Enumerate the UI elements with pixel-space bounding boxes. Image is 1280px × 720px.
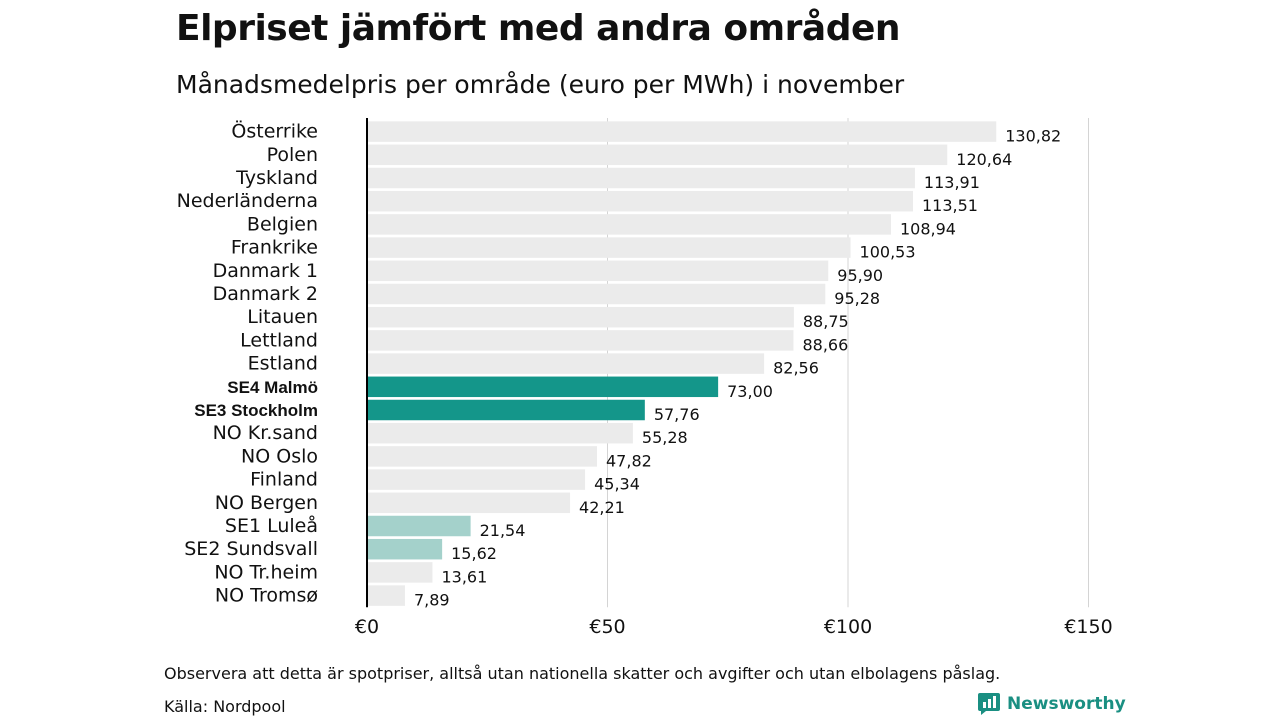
value-label: 95,28 <box>834 289 880 308</box>
bar <box>367 399 645 421</box>
category-label: SE1 Luleå <box>225 514 318 537</box>
newsworthy-logo-icon <box>978 693 1000 715</box>
category-label: SE3 Stockholm <box>194 401 318 420</box>
value-label: 113,51 <box>922 196 978 215</box>
bar <box>367 237 851 258</box>
bar <box>367 585 405 606</box>
brand-name: Newsworthy <box>1007 694 1126 714</box>
category-label: Polen <box>267 144 318 166</box>
x-tick-label: €50 <box>589 616 625 638</box>
category-label: NO Tr.heim <box>214 561 318 583</box>
category-label: Nederländerna <box>177 190 318 212</box>
category-label: Lettland <box>240 329 318 351</box>
value-label: 130,82 <box>1005 127 1061 146</box>
x-tick-label: €0 <box>355 616 379 638</box>
value-label: 45,34 <box>594 475 640 494</box>
bar <box>367 144 948 166</box>
category-label: NO Tromsø <box>215 585 318 607</box>
value-label: 15,62 <box>451 544 497 563</box>
bar-chart: ÖsterrikePolenTysklandNederländernaBelgi… <box>177 118 1113 638</box>
category-label: Danmark 1 <box>213 260 318 282</box>
value-label: 21,54 <box>480 521 526 540</box>
bar <box>367 306 794 328</box>
value-label: 88,75 <box>803 312 849 331</box>
category-label: Estland <box>248 353 318 375</box>
category-label: SE2 Sundsvall <box>184 538 318 560</box>
bar <box>367 422 633 444</box>
bars <box>367 121 997 606</box>
category-label: NO Bergen <box>215 492 318 514</box>
value-label: 57,76 <box>654 405 700 424</box>
bar <box>367 469 586 490</box>
value-label: 55,28 <box>642 428 688 447</box>
value-label: 13,61 <box>441 567 487 586</box>
value-label: 108,94 <box>900 219 956 238</box>
bar <box>367 260 829 282</box>
bar <box>367 446 598 467</box>
value-label: 47,82 <box>606 451 652 470</box>
category-label: Danmark 2 <box>213 283 318 305</box>
bar <box>367 538 443 560</box>
bar <box>367 167 915 189</box>
value-label: 120,64 <box>956 150 1012 169</box>
value-labels: 130,82 120,64 113,91 113,51 108,94 100,53 95,9… <box>414 127 1061 610</box>
x-axis-ticks: €0 €50 €100 €150 <box>355 616 1113 638</box>
category-label: Belgien <box>247 213 318 235</box>
bar <box>367 283 826 305</box>
bar <box>367 330 794 351</box>
newsworthy-brand: Newsworthy <box>978 693 1126 715</box>
value-label: 82,56 <box>773 359 819 378</box>
category-label: Litauen <box>247 306 318 328</box>
bar <box>367 190 913 212</box>
value-label: 73,00 <box>727 382 773 401</box>
category-label: NO Oslo <box>241 445 318 467</box>
bar <box>367 121 997 142</box>
footnote: Observera att detta är spotpriser, allts… <box>164 664 1001 683</box>
bar <box>367 214 892 235</box>
category-label: Finland <box>250 469 318 491</box>
bar <box>367 492 571 514</box>
category-label: Tyskland <box>235 167 318 189</box>
category-label: Frankrike <box>231 237 318 259</box>
bar <box>367 515 471 537</box>
value-label: 7,89 <box>414 591 450 610</box>
value-label: 95,90 <box>837 266 883 285</box>
bar <box>367 353 765 374</box>
bar <box>367 376 719 398</box>
category-labels: ÖsterrikePolenTysklandNederländernaBelgi… <box>177 120 318 607</box>
value-label: 42,21 <box>579 498 625 517</box>
value-label: 88,66 <box>802 335 848 354</box>
bar <box>367 562 433 583</box>
value-label: 100,53 <box>860 243 916 262</box>
x-tick-label: €100 <box>824 616 872 638</box>
chart-subtitle: Månadsmedelpris per område (euro per MWh… <box>176 70 905 99</box>
value-label: 113,91 <box>924 173 980 192</box>
category-label: NO Kr.sand <box>213 422 318 444</box>
category-label: SE4 Malmö <box>227 378 318 397</box>
chart-title: Elpriset jämfört med andra områden <box>176 8 901 49</box>
x-tick-label: €150 <box>1064 616 1112 638</box>
category-label: Österrike <box>231 120 318 143</box>
source-note: Källa: Nordpool <box>164 697 286 716</box>
